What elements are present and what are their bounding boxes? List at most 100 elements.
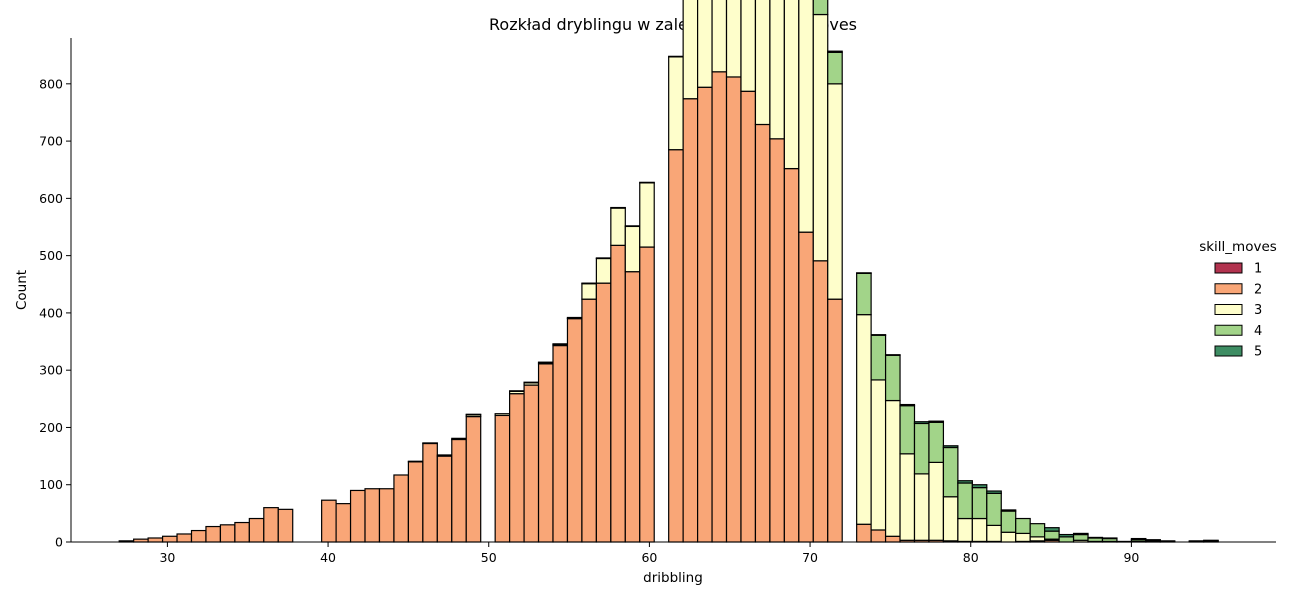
x-tick-label-30: 30 <box>159 550 175 565</box>
bar-sm5-bin-56 <box>928 420 945 423</box>
bar-sm3-bin-42 <box>725 0 742 78</box>
bar-sm4-bin-57 <box>942 446 959 498</box>
bar-sm2-bin-10 <box>263 507 279 543</box>
bar-sm2-bin-47 <box>798 231 814 543</box>
bar-sm4-bin-72 <box>1159 540 1176 543</box>
legend-label-4: 4 <box>1254 324 1262 339</box>
y-tick-label-100: 100 <box>39 477 63 492</box>
legend-swatch-3 <box>1214 304 1243 315</box>
y-tick-label-300: 300 <box>39 363 63 378</box>
bar-sm2-bin-19 <box>393 474 410 543</box>
legend-swatch-5 <box>1214 345 1243 357</box>
bar-sm2-bin-30 <box>552 344 569 543</box>
bar-sm4-bin-51 <box>856 272 872 316</box>
bar-sm4-bin-61 <box>1000 510 1017 533</box>
x-tick-label-70: 70 <box>802 550 818 565</box>
bar-sm2-bin-7 <box>219 524 236 543</box>
bar-sm2-bin-35 <box>624 271 641 543</box>
bar-sm2-bin-16 <box>349 489 366 543</box>
bar-sm5-bin-65 <box>1058 533 1075 538</box>
bar-sm3-bin-26 <box>494 413 511 417</box>
legend-label-2: 2 <box>1254 282 1262 297</box>
bar-sm3-bin-55 <box>913 473 930 541</box>
x-ticks-group: 30 40 50 60 70 80 90 <box>159 542 1139 565</box>
bar-sm2-bin-21 <box>422 442 438 543</box>
bar-sm4-bin-49 <box>827 51 843 85</box>
bar-sm5-bin-54 <box>899 403 916 407</box>
bar-sm2-bin-32 <box>581 298 597 543</box>
bar-sm3-bin-47 <box>798 0 814 233</box>
bar-sm3-bin-35 <box>624 225 641 273</box>
bar-sm3-bin-57 <box>942 496 959 542</box>
bar-sm2-bin-15 <box>335 503 352 543</box>
y-tick-label-200: 200 <box>39 420 63 435</box>
bar-sm3-bin-20 <box>407 460 424 463</box>
bar-sm5-bin-52 <box>870 334 887 336</box>
bar-sm5-bin-70 <box>1130 537 1147 541</box>
bar-sm4-bin-32 <box>581 282 597 285</box>
bar-sm2-bin-8 <box>234 521 250 543</box>
bar-sm3-bin-40 <box>696 0 713 88</box>
bar-sm4-bin-35 <box>624 225 641 228</box>
bar-sm4-bin-58 <box>957 482 973 520</box>
bar-sm2-bin-41 <box>711 71 728 543</box>
bar-sm3-bin-39 <box>682 0 699 100</box>
bar-sm2-bin-9 <box>248 517 265 543</box>
bar-sm2-bin-2 <box>147 537 164 543</box>
x-tick-label-60: 60 <box>641 550 657 565</box>
bar-sm4-bin-38 <box>668 55 684 58</box>
bar-sm3-bin-58 <box>957 517 973 543</box>
bar-sm2-bin-44 <box>754 123 771 543</box>
bar-sm2-bin-17 <box>364 488 381 543</box>
bar-sm2-bin-42 <box>725 76 742 543</box>
bar-sm2-bin-38 <box>668 149 684 543</box>
bar-sm3-bin-23 <box>451 437 467 441</box>
bar-sm2-bin-51 <box>856 523 872 543</box>
bar-sm4-bin-24 <box>465 413 482 416</box>
bar-sm2-bin-43 <box>740 90 757 543</box>
bar-sm2-bin-53 <box>884 535 901 543</box>
bar-sm2-bin-4 <box>176 533 193 543</box>
x-tick-label-80: 80 <box>963 550 979 565</box>
bar-sm4-bin-53 <box>884 354 901 402</box>
x-tick-label-50: 50 <box>481 550 497 565</box>
bars-group <box>118 0 1219 543</box>
bar-sm3-bin-46 <box>783 0 800 170</box>
bar-sm3-bin-61 <box>1000 531 1017 543</box>
bar-sm3-bin-56 <box>928 461 945 541</box>
bar-sm4-bin-56 <box>928 421 945 463</box>
bar-sm3-bin-44 <box>754 0 771 126</box>
bar-sm4-bin-59 <box>971 486 988 520</box>
bar-sm2-bin-33 <box>595 282 612 543</box>
bar-sm3-bin-22 <box>436 454 453 457</box>
x-tick-label-40: 40 <box>320 550 336 565</box>
bar-sm5-bin-58 <box>957 480 973 484</box>
bar-sm4-bin-62 <box>1015 517 1031 535</box>
bar-sm3-bin-45 <box>769 0 785 140</box>
bar-sm4-bin-34 <box>610 206 626 209</box>
bar-sm3-bin-60 <box>986 524 1002 543</box>
bar-sm4-bin-30 <box>552 343 569 346</box>
bar-sm3-bin-43 <box>740 0 757 92</box>
bar-sm3-bin-21 <box>422 442 438 445</box>
bar-sm3-bin-51 <box>856 314 872 525</box>
bar-sm3-bin-53 <box>884 399 901 537</box>
bar-sm3-bin-48 <box>812 13 829 262</box>
bar-sm4-bin-29 <box>537 361 554 364</box>
bar-sm2-bin-31 <box>566 318 583 543</box>
legend: skill_moves 1 2 3 4 5 <box>1199 239 1277 360</box>
bar-sm2-bin-40 <box>696 86 713 543</box>
bar-sm2-bin-24 <box>465 415 482 543</box>
legend-swatch-4 <box>1214 324 1243 336</box>
x-tick-label-90: 90 <box>1123 550 1139 565</box>
bar-sm2-bin-48 <box>812 260 829 543</box>
bar-sm3-bin-36 <box>639 182 655 248</box>
bar-sm2-bin-18 <box>378 488 395 543</box>
bar-sm2-bin-3 <box>161 535 178 543</box>
legend-swatch-2 <box>1214 283 1243 295</box>
bar-sm2-bin-46 <box>783 167 800 543</box>
bar-sm2-bin-22 <box>436 455 453 543</box>
bar-sm5-bin-74 <box>1188 540 1205 543</box>
bar-sm4-bin-54 <box>899 405 916 455</box>
bar-sm3-bin-62 <box>1015 532 1031 543</box>
